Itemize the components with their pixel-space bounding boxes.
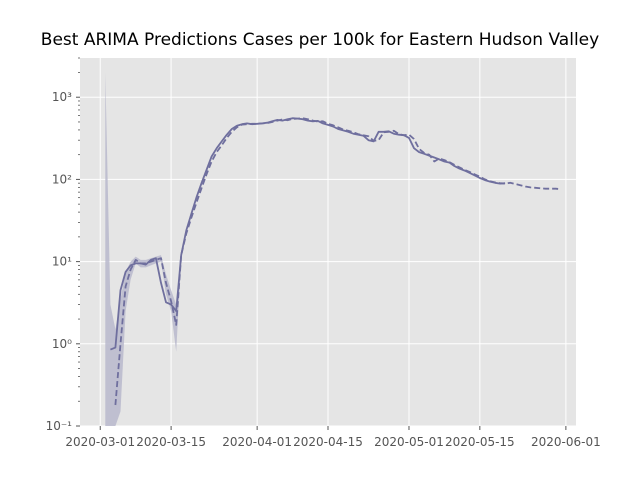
y-tick-label: 10² — [52, 172, 72, 186]
y-tick-label: 10³ — [52, 90, 72, 104]
x-tick-label: 2020-04-15 — [293, 435, 363, 449]
confidence-band — [105, 72, 182, 426]
x-tick-label: 2020-04-01 — [222, 435, 292, 449]
x-tick-label: 2020-03-01 — [65, 435, 135, 449]
axes: 10⁻¹ 10⁰ 10¹ 10² 10³ 2020-03-01 2020-03-15 2020… — [46, 57, 601, 449]
series-layer — [110, 117, 561, 406]
y-tick-label: 10⁰ — [52, 337, 72, 351]
y-tick-label: 10⁻¹ — [46, 419, 73, 433]
series-dashed — [114, 117, 561, 406]
x-tick-label: 2020-03-15 — [136, 435, 206, 449]
chart-title: Best ARIMA Predictions Cases per 100k fo… — [40, 30, 600, 50]
x-tick-label: 2020-05-01 — [374, 435, 444, 449]
x-tick-label: 2020-06-01 — [531, 435, 601, 449]
y-tick-label: 10¹ — [52, 255, 72, 269]
x-tick-label: 2020-05-15 — [445, 435, 515, 449]
confidence-band-layer — [105, 72, 182, 426]
